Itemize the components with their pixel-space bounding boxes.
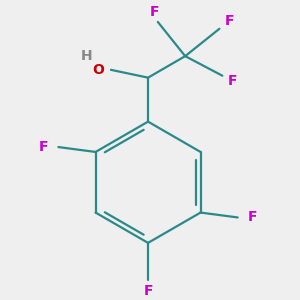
Text: F: F <box>248 211 257 224</box>
Text: F: F <box>150 5 160 19</box>
Text: F: F <box>227 74 237 88</box>
Text: F: F <box>143 284 153 298</box>
Text: O: O <box>92 63 104 77</box>
Text: H: H <box>81 49 92 63</box>
Text: F: F <box>39 140 49 154</box>
Text: F: F <box>224 14 234 28</box>
